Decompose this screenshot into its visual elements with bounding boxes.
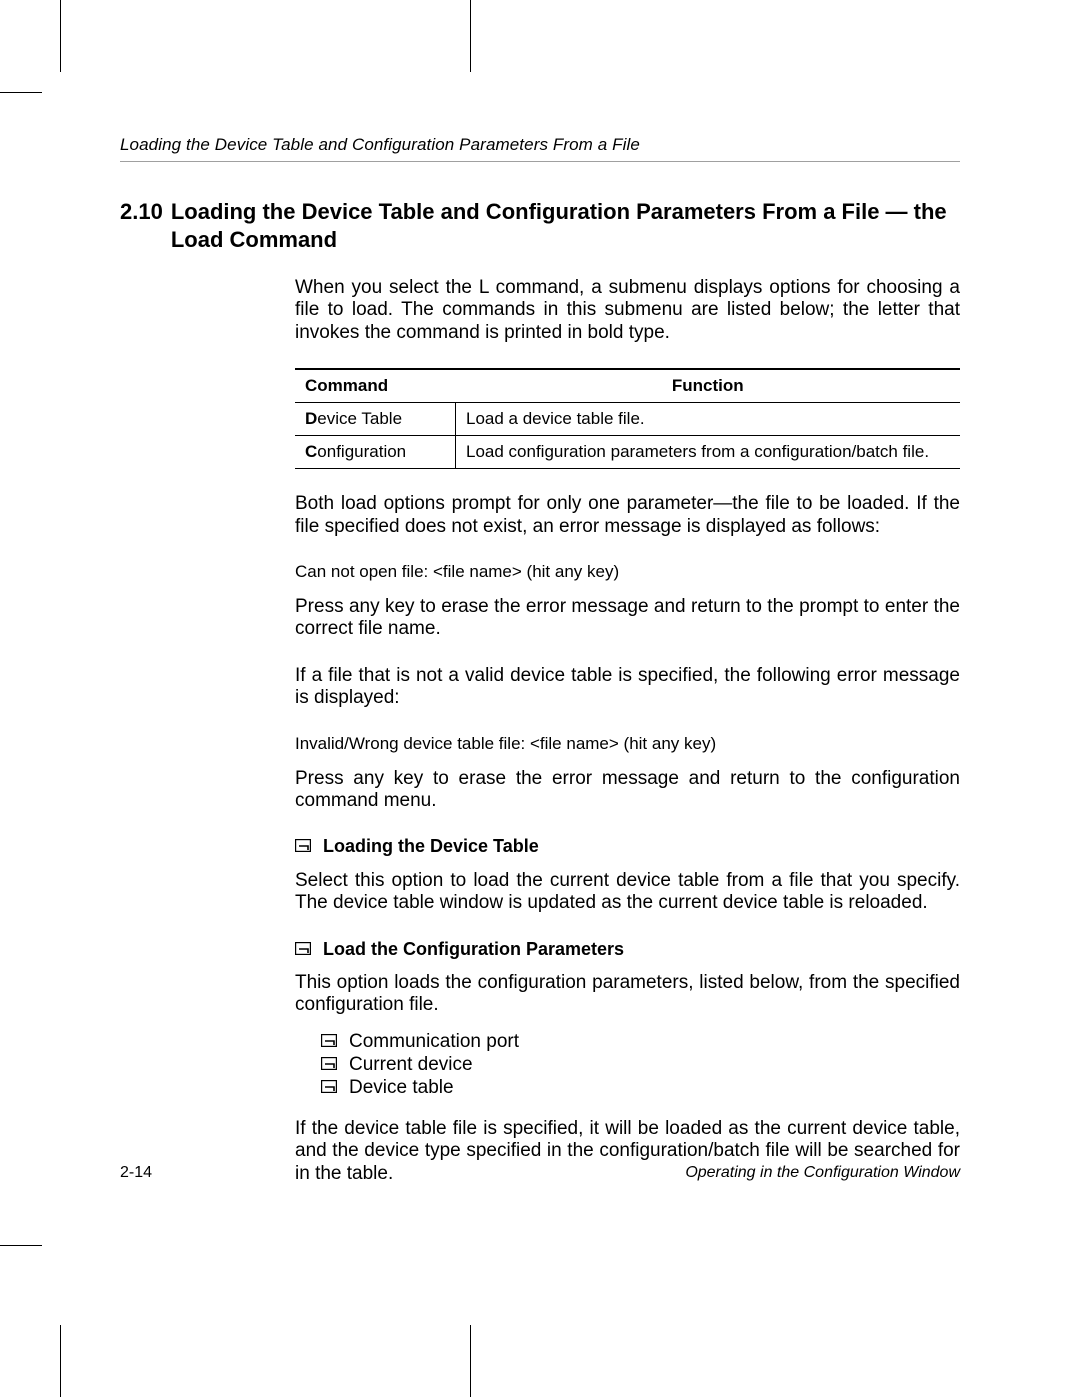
bullet-icon <box>295 942 311 955</box>
subsection-title: Loading the Device Table <box>323 836 960 857</box>
table-cell-function: Load a device table file. <box>456 403 961 436</box>
table-header-command: Command <box>295 369 456 403</box>
section-number: 2.10 <box>120 198 163 253</box>
crop-mark <box>60 1325 61 1397</box>
list-item: Device table <box>321 1077 960 1099</box>
crop-mark <box>470 1325 471 1397</box>
bullet-icon <box>321 1057 337 1070</box>
table-cell-function: Load configuration parameters from a con… <box>456 436 961 469</box>
table-row: Device Table Load a device table file. <box>295 403 960 436</box>
table-cell-command: Device Table <box>295 403 456 436</box>
crop-mark <box>0 1245 42 1246</box>
table-cell-command: Configuration <box>295 436 456 469</box>
paragraph: This option loads the configuration para… <box>295 972 960 1017</box>
parameter-list: Communication port Current device Device… <box>321 1031 960 1100</box>
body-column: When you select the L command, a submenu… <box>295 277 960 1185</box>
running-head: Loading the Device Table and Configurati… <box>120 135 960 155</box>
error-message-example: Can not open file: <file name> (hit any … <box>295 562 960 582</box>
table-header-function: Function <box>456 369 961 403</box>
error-message-example: Invalid/Wrong device table file: <file n… <box>295 734 960 754</box>
bullet-icon <box>321 1080 337 1093</box>
list-item: Current device <box>321 1054 960 1076</box>
crop-mark <box>0 92 42 93</box>
paragraph: Select this option to load the current d… <box>295 870 960 915</box>
crop-mark <box>470 0 471 72</box>
list-item-label: Current device <box>349 1054 960 1076</box>
page: Loading the Device Table and Configurati… <box>0 0 1080 1397</box>
subsection-title: Load the Configuration Parameters <box>323 939 960 960</box>
paragraph: Press any key to erase the error message… <box>295 596 960 641</box>
subsection-heading: Load the Configuration Parameters <box>295 939 960 960</box>
crop-mark <box>60 0 61 72</box>
command-table: Command Function Device Table Load a dev… <box>295 368 960 469</box>
header-rule <box>120 161 960 162</box>
paragraph: Press any key to erase the error message… <box>295 768 960 813</box>
footer-chapter-title: Operating in the Configuration Window <box>685 1164 960 1182</box>
paragraph: If a file that is not a valid device tab… <box>295 665 960 710</box>
paragraph: Both load options prompt for only one pa… <box>295 493 960 538</box>
section-title: 2.10 Loading the Device Table and Config… <box>120 198 960 253</box>
list-item: Communication port <box>321 1031 960 1053</box>
bullet-icon <box>321 1034 337 1047</box>
list-item-label: Device table <box>349 1077 960 1099</box>
bullet-icon <box>295 839 311 852</box>
page-number: 2-14 <box>120 1164 152 1182</box>
page-footer: 2-14 Operating in the Configuration Wind… <box>120 1164 960 1182</box>
subsection-heading: Loading the Device Table <box>295 836 960 857</box>
paragraph: When you select the L command, a submenu… <box>295 277 960 344</box>
list-item-label: Communication port <box>349 1031 960 1053</box>
section-title-text: Loading the Device Table and Configurati… <box>171 198 960 253</box>
table-row: Configuration Load configuration paramet… <box>295 436 960 469</box>
